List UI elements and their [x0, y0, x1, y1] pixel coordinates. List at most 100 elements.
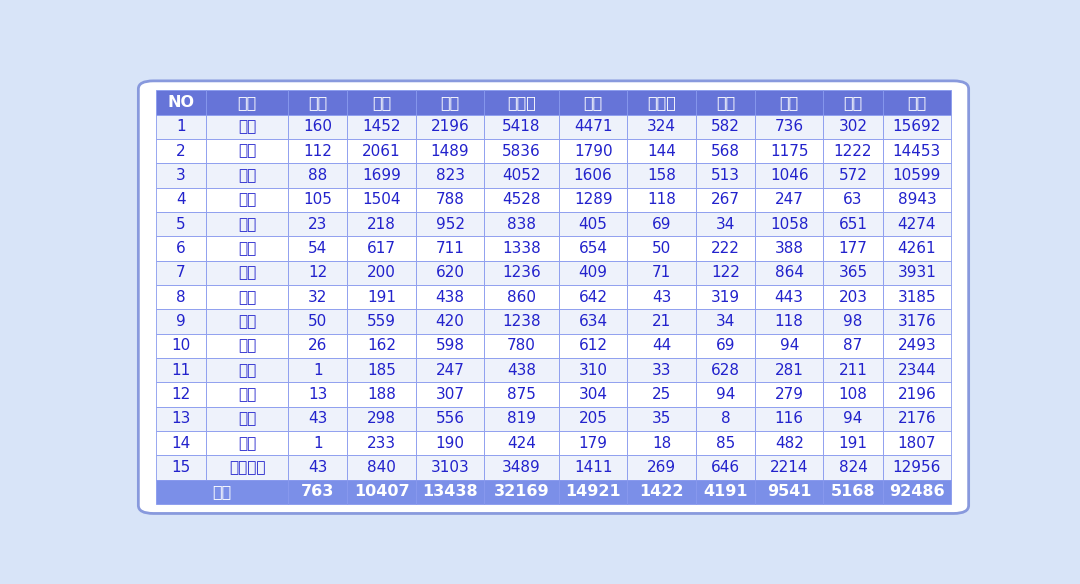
Text: 438: 438 — [435, 290, 464, 305]
Text: 203: 203 — [838, 290, 867, 305]
Text: 5: 5 — [176, 217, 186, 232]
Bar — [416, 260, 484, 285]
Bar — [696, 164, 755, 187]
Bar — [696, 456, 755, 479]
Text: 15: 15 — [172, 460, 191, 475]
Text: 1489: 1489 — [431, 144, 470, 159]
Text: 13: 13 — [308, 387, 327, 402]
Bar — [696, 310, 755, 333]
Bar — [206, 164, 288, 187]
Text: 3176: 3176 — [897, 314, 936, 329]
Text: 43: 43 — [308, 460, 327, 475]
Text: 高合: 高合 — [308, 95, 327, 110]
Bar — [156, 479, 288, 504]
Text: 158: 158 — [647, 168, 676, 183]
Text: 5168: 5168 — [831, 484, 875, 499]
Bar — [755, 431, 823, 456]
Bar — [416, 358, 484, 383]
Bar — [288, 260, 348, 285]
Text: 50: 50 — [652, 241, 671, 256]
Bar — [156, 406, 206, 431]
Text: 8943: 8943 — [897, 192, 936, 207]
Text: 2214: 2214 — [770, 460, 809, 475]
Bar — [206, 139, 288, 164]
Bar — [348, 406, 416, 431]
Bar — [348, 91, 416, 114]
Bar — [416, 456, 484, 479]
Bar — [755, 212, 823, 237]
Bar — [696, 383, 755, 406]
Bar — [882, 237, 951, 260]
Text: 200: 200 — [367, 265, 396, 280]
Text: 3103: 3103 — [431, 460, 470, 475]
Bar — [627, 212, 696, 237]
Text: 116: 116 — [774, 411, 804, 426]
Bar — [696, 260, 755, 285]
Text: 26: 26 — [308, 338, 327, 353]
Text: 2061: 2061 — [362, 144, 401, 159]
Text: 32: 32 — [308, 290, 327, 305]
Text: 247: 247 — [435, 363, 464, 378]
Text: 零跑: 零跑 — [843, 95, 863, 110]
Text: 四川: 四川 — [238, 241, 256, 256]
Bar — [882, 383, 951, 406]
Bar — [823, 285, 882, 310]
Bar — [882, 164, 951, 187]
Bar — [348, 431, 416, 456]
Bar — [627, 260, 696, 285]
Bar — [206, 358, 288, 383]
Text: 43: 43 — [652, 290, 672, 305]
Bar — [882, 139, 951, 164]
Bar — [559, 260, 627, 285]
Bar — [206, 406, 288, 431]
Bar — [755, 406, 823, 431]
Text: 191: 191 — [838, 436, 867, 451]
Bar — [823, 333, 882, 358]
Bar — [823, 406, 882, 431]
Text: 651: 651 — [838, 217, 867, 232]
Bar — [156, 383, 206, 406]
Bar — [484, 237, 559, 260]
Text: 11: 11 — [172, 363, 191, 378]
Bar — [416, 139, 484, 164]
Text: 628: 628 — [711, 363, 740, 378]
Bar — [559, 114, 627, 139]
Bar — [206, 260, 288, 285]
Text: 重庆: 重庆 — [238, 338, 256, 353]
Bar — [484, 431, 559, 456]
Text: 823: 823 — [435, 168, 464, 183]
Bar — [156, 212, 206, 237]
Text: 556: 556 — [435, 411, 464, 426]
Text: 763: 763 — [301, 484, 335, 499]
Text: 420: 420 — [435, 314, 464, 329]
Bar — [416, 187, 484, 212]
Text: 1222: 1222 — [834, 144, 873, 159]
Text: 2: 2 — [176, 144, 186, 159]
Text: 4191: 4191 — [703, 484, 747, 499]
Bar — [823, 479, 882, 504]
Bar — [627, 358, 696, 383]
Bar — [882, 91, 951, 114]
Bar — [559, 139, 627, 164]
Text: 365: 365 — [838, 265, 867, 280]
Text: 10407: 10407 — [354, 484, 409, 499]
Bar — [206, 91, 288, 114]
Bar — [559, 237, 627, 260]
Text: 1504: 1504 — [363, 192, 401, 207]
Bar — [755, 285, 823, 310]
Text: 642: 642 — [579, 290, 608, 305]
Bar — [882, 187, 951, 212]
Text: 122: 122 — [711, 265, 740, 280]
Text: 177: 177 — [838, 241, 867, 256]
Bar — [288, 139, 348, 164]
Text: 哪吒: 哪吒 — [780, 95, 799, 110]
Text: 13438: 13438 — [422, 484, 477, 499]
Text: 7: 7 — [176, 265, 186, 280]
Text: 1807: 1807 — [897, 436, 936, 451]
Bar — [559, 310, 627, 333]
Text: 25: 25 — [652, 387, 671, 402]
Text: 190: 190 — [435, 436, 464, 451]
Bar — [755, 114, 823, 139]
Text: 92486: 92486 — [889, 484, 945, 499]
Text: 160: 160 — [303, 119, 333, 134]
